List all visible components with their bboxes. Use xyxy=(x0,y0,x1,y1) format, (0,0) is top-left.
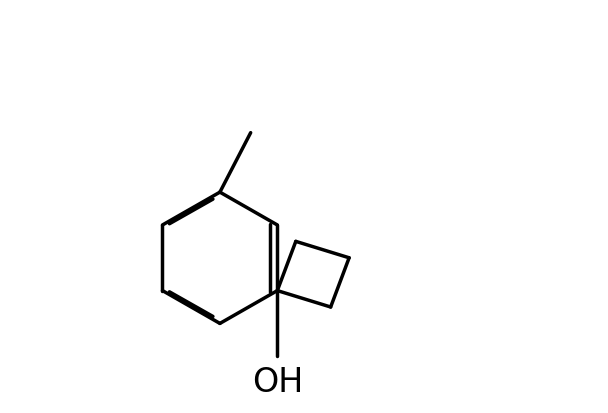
Text: OH: OH xyxy=(252,366,303,399)
